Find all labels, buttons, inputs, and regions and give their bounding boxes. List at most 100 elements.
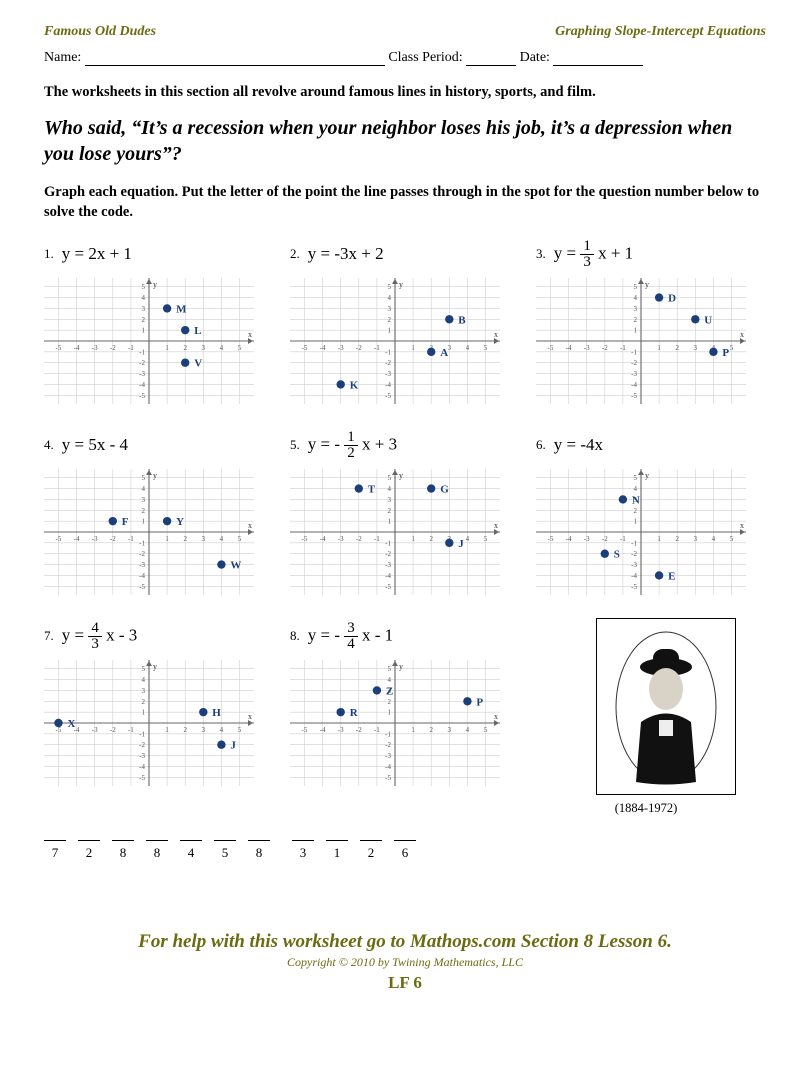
svg-text:5: 5	[634, 283, 638, 291]
answer-blank[interactable]: 1	[326, 840, 348, 861]
equation-text: y = -4x	[554, 435, 603, 455]
answer-blank[interactable]: 6	[394, 840, 416, 861]
svg-text:1: 1	[411, 344, 415, 352]
point-label: J	[230, 740, 236, 752]
svg-text:-1: -1	[139, 348, 145, 356]
svg-text:x: x	[248, 330, 252, 339]
problem-cell: 5.y = - 12 x + 3-5-4-3-2-112345-5-4-3-2-…	[290, 427, 510, 600]
svg-text:x: x	[494, 712, 498, 721]
svg-text:-5: -5	[631, 583, 637, 591]
problem-number: 5.	[290, 437, 300, 453]
svg-text:3: 3	[448, 726, 452, 734]
point-label: X	[67, 718, 75, 730]
answer-number: 2	[78, 845, 100, 861]
svg-text:2: 2	[634, 507, 638, 515]
plot-point	[619, 495, 627, 503]
instructions: Graph each equation. Put the letter of t…	[44, 183, 766, 222]
answer-number: 4	[180, 845, 202, 861]
answer-blank[interactable]: 2	[360, 840, 382, 861]
name-blank[interactable]	[85, 52, 385, 66]
svg-text:-5: -5	[385, 774, 391, 782]
svg-text:-5: -5	[139, 583, 145, 591]
coordinate-grid: -5-4-3-2-112345-5-4-3-2-112345xyFYW	[44, 469, 254, 595]
equation-text: y = 2x + 1	[62, 244, 132, 264]
svg-text:2: 2	[675, 535, 679, 543]
plot-point	[336, 708, 344, 716]
svg-text:2: 2	[675, 344, 679, 352]
svg-text:-4: -4	[320, 344, 326, 352]
svg-text:3: 3	[694, 344, 698, 352]
coordinate-grid: -5-4-3-2-112345-5-4-3-2-112345xyTGJ	[290, 469, 500, 595]
answer-blank[interactable]: 5	[214, 840, 236, 861]
svg-text:x: x	[248, 712, 252, 721]
svg-text:4: 4	[634, 294, 638, 302]
svg-text:4: 4	[634, 485, 638, 493]
svg-text:5: 5	[238, 344, 242, 352]
svg-text:-3: -3	[139, 561, 145, 569]
class-blank[interactable]	[466, 52, 516, 66]
svg-text:4: 4	[388, 294, 392, 302]
plot-point	[217, 741, 225, 749]
plot-point	[217, 561, 225, 569]
svg-text:1: 1	[411, 535, 415, 543]
svg-text:2: 2	[183, 726, 187, 734]
svg-text:2: 2	[429, 726, 433, 734]
answer-number: 8	[146, 845, 168, 861]
svg-text:1: 1	[165, 535, 169, 543]
answer-blank[interactable]: 8	[146, 840, 168, 861]
answer-blank[interactable]: 8	[248, 840, 270, 861]
problem-cell: (1884-1972)	[536, 618, 756, 816]
svg-text:5: 5	[484, 535, 488, 543]
point-label: R	[350, 707, 359, 719]
date-blank[interactable]	[553, 52, 643, 66]
answer-blank[interactable]: 3	[292, 840, 314, 861]
svg-text:-1: -1	[128, 344, 134, 352]
svg-text:1: 1	[657, 344, 661, 352]
svg-text:-1: -1	[128, 535, 134, 543]
plot-point	[355, 484, 363, 492]
answer-blank[interactable]: 4	[180, 840, 202, 861]
svg-text:-2: -2	[356, 535, 362, 543]
svg-text:2: 2	[183, 535, 187, 543]
svg-text:1: 1	[657, 535, 661, 543]
portrait-caption: (1884-1972)	[536, 801, 756, 816]
problem-number: 8.	[290, 628, 300, 644]
svg-text:4: 4	[142, 676, 146, 684]
svg-text:-1: -1	[374, 726, 380, 734]
problem-cell: 2.y = -3x + 2-5-4-3-2-112345-5-4-3-2-112…	[290, 236, 510, 409]
svg-text:-2: -2	[631, 359, 637, 367]
svg-text:-4: -4	[74, 535, 80, 543]
svg-text:5: 5	[142, 665, 146, 673]
point-label: A	[440, 347, 448, 359]
riddle-question: Who said, “It’s a recession when your ne…	[44, 115, 766, 167]
svg-text:-2: -2	[110, 344, 116, 352]
svg-text:-5: -5	[139, 774, 145, 782]
intro-text: The worksheets in this section all revol…	[44, 84, 766, 101]
equation-text: y = 13 x + 1	[554, 239, 633, 270]
svg-text:3: 3	[142, 496, 146, 504]
plot-point	[336, 380, 344, 388]
svg-text:3: 3	[202, 726, 206, 734]
svg-text:4: 4	[220, 344, 224, 352]
plot-point	[199, 708, 207, 716]
svg-text:3: 3	[388, 496, 392, 504]
svg-text:2: 2	[388, 316, 392, 324]
svg-text:-3: -3	[92, 535, 98, 543]
svg-text:-5: -5	[548, 535, 554, 543]
answer-blank[interactable]: 7	[44, 840, 66, 861]
equation-text: y = 43 x - 3	[62, 621, 138, 652]
plot-point	[655, 571, 663, 579]
answer-blank[interactable]: 8	[112, 840, 134, 861]
svg-text:-1: -1	[620, 344, 626, 352]
svg-text:-4: -4	[385, 763, 391, 771]
point-label: N	[632, 495, 640, 507]
svg-text:x: x	[248, 521, 252, 530]
svg-text:-1: -1	[385, 539, 391, 547]
svg-text:5: 5	[730, 344, 734, 352]
point-label: M	[176, 304, 187, 316]
svg-text:y: y	[399, 280, 403, 289]
point-label: P	[722, 347, 729, 359]
svg-text:-1: -1	[139, 730, 145, 738]
svg-text:-5: -5	[56, 344, 62, 352]
answer-blank[interactable]: 2	[78, 840, 100, 861]
